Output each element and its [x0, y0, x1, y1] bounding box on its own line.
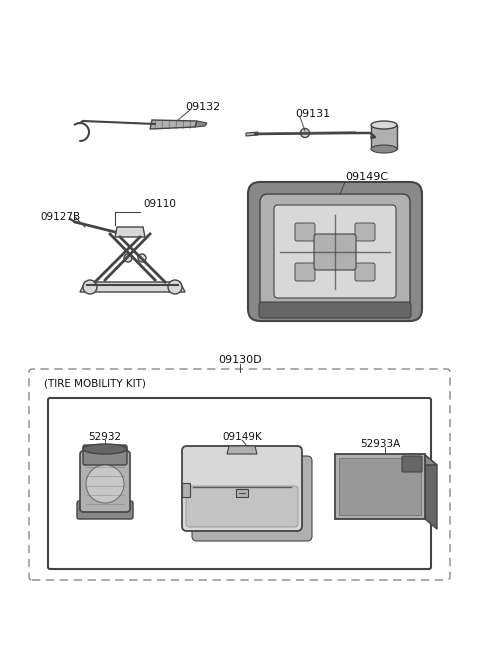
Text: 09132: 09132: [185, 102, 220, 112]
FancyBboxPatch shape: [83, 445, 127, 465]
FancyBboxPatch shape: [77, 501, 133, 519]
Polygon shape: [335, 455, 437, 465]
Circle shape: [86, 465, 124, 503]
Text: 09149C: 09149C: [345, 172, 388, 182]
Ellipse shape: [371, 145, 397, 153]
Text: 09131: 09131: [295, 109, 330, 119]
Circle shape: [138, 254, 146, 262]
FancyBboxPatch shape: [182, 446, 302, 531]
Polygon shape: [371, 125, 397, 149]
Ellipse shape: [83, 444, 127, 454]
FancyBboxPatch shape: [402, 456, 422, 472]
FancyBboxPatch shape: [260, 194, 410, 309]
Polygon shape: [150, 120, 197, 129]
Text: 09110: 09110: [143, 199, 176, 209]
Bar: [182, 483, 190, 497]
Ellipse shape: [371, 121, 397, 129]
Polygon shape: [80, 282, 185, 292]
Text: 09127B: 09127B: [40, 212, 80, 222]
Bar: [236, 489, 248, 497]
Polygon shape: [227, 446, 257, 454]
FancyBboxPatch shape: [295, 263, 315, 281]
FancyBboxPatch shape: [335, 454, 425, 519]
Circle shape: [83, 280, 97, 294]
Text: 52932: 52932: [88, 432, 121, 442]
FancyBboxPatch shape: [295, 223, 315, 241]
Text: (TIRE MOBILITY KIT): (TIRE MOBILITY KIT): [44, 379, 146, 389]
FancyBboxPatch shape: [314, 234, 356, 270]
FancyBboxPatch shape: [355, 223, 375, 241]
Circle shape: [168, 280, 182, 294]
FancyBboxPatch shape: [259, 302, 411, 318]
Polygon shape: [246, 132, 258, 136]
FancyBboxPatch shape: [80, 451, 130, 512]
FancyBboxPatch shape: [339, 458, 421, 515]
Circle shape: [124, 254, 132, 262]
Text: 52933A: 52933A: [360, 439, 400, 449]
Circle shape: [300, 129, 310, 137]
FancyBboxPatch shape: [248, 182, 422, 321]
FancyBboxPatch shape: [192, 456, 312, 541]
FancyBboxPatch shape: [355, 263, 375, 281]
Polygon shape: [115, 227, 145, 237]
FancyBboxPatch shape: [186, 486, 298, 527]
Text: 09130D: 09130D: [218, 355, 262, 365]
Polygon shape: [195, 121, 207, 127]
FancyBboxPatch shape: [274, 205, 396, 298]
Text: 09149K: 09149K: [222, 432, 262, 442]
Polygon shape: [425, 455, 437, 529]
